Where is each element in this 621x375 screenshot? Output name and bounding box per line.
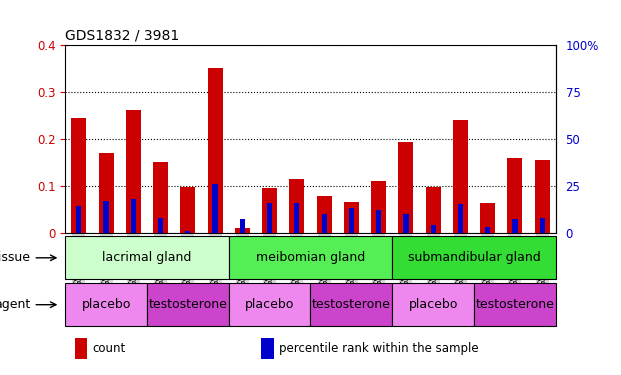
Bar	[65, 236, 229, 279]
Text: testosterone: testosterone	[476, 298, 555, 311]
Bar	[344, 202, 359, 232]
Text: tissue: tissue	[0, 251, 31, 264]
Bar	[535, 160, 550, 232]
Bar	[261, 338, 274, 359]
Bar	[458, 204, 463, 232]
Bar	[104, 201, 109, 232]
Text: testosterone: testosterone	[312, 298, 391, 311]
Bar	[289, 178, 304, 232]
Bar	[65, 283, 147, 326]
Bar	[480, 203, 495, 232]
Bar	[540, 217, 545, 232]
Text: testosterone: testosterone	[148, 298, 227, 311]
Bar	[392, 283, 474, 326]
Bar	[126, 110, 141, 232]
Bar	[240, 219, 245, 232]
Bar	[76, 206, 81, 232]
Bar	[267, 202, 272, 232]
Bar	[262, 188, 277, 232]
Bar	[512, 219, 517, 232]
Bar	[507, 158, 522, 232]
Text: placebo: placebo	[245, 298, 294, 311]
Bar	[403, 214, 409, 232]
Bar	[153, 162, 168, 232]
Bar	[71, 118, 86, 232]
Bar	[158, 217, 163, 232]
Bar	[474, 283, 556, 326]
Bar	[99, 153, 114, 232]
Text: GDS1832 / 3981: GDS1832 / 3981	[65, 28, 179, 42]
Text: count: count	[92, 342, 125, 355]
Bar	[399, 142, 414, 232]
Bar	[147, 283, 229, 326]
Bar	[229, 283, 310, 326]
Text: placebo: placebo	[81, 298, 131, 311]
Text: percentile rank within the sample: percentile rank within the sample	[279, 342, 478, 355]
Bar	[229, 236, 392, 279]
Text: submandibular gland: submandibular gland	[407, 251, 540, 264]
Bar	[75, 338, 88, 359]
Bar	[294, 202, 299, 232]
Bar	[207, 68, 222, 232]
Bar	[310, 283, 392, 326]
Text: agent: agent	[0, 298, 31, 311]
Bar	[130, 199, 136, 232]
Text: meibomian gland: meibomian gland	[256, 251, 365, 264]
Bar	[376, 210, 381, 232]
Bar	[180, 187, 196, 232]
Bar	[371, 181, 386, 232]
Bar	[212, 184, 218, 232]
Bar	[235, 228, 250, 232]
Bar	[317, 196, 332, 232]
Text: placebo: placebo	[409, 298, 458, 311]
Bar	[425, 187, 441, 232]
Text: lacrimal gland: lacrimal gland	[102, 251, 192, 264]
Bar	[349, 208, 354, 232]
Bar	[392, 236, 556, 279]
Bar	[485, 227, 491, 232]
Bar	[430, 225, 436, 232]
Bar	[453, 120, 468, 232]
Bar	[322, 214, 327, 232]
Bar	[185, 231, 191, 232]
